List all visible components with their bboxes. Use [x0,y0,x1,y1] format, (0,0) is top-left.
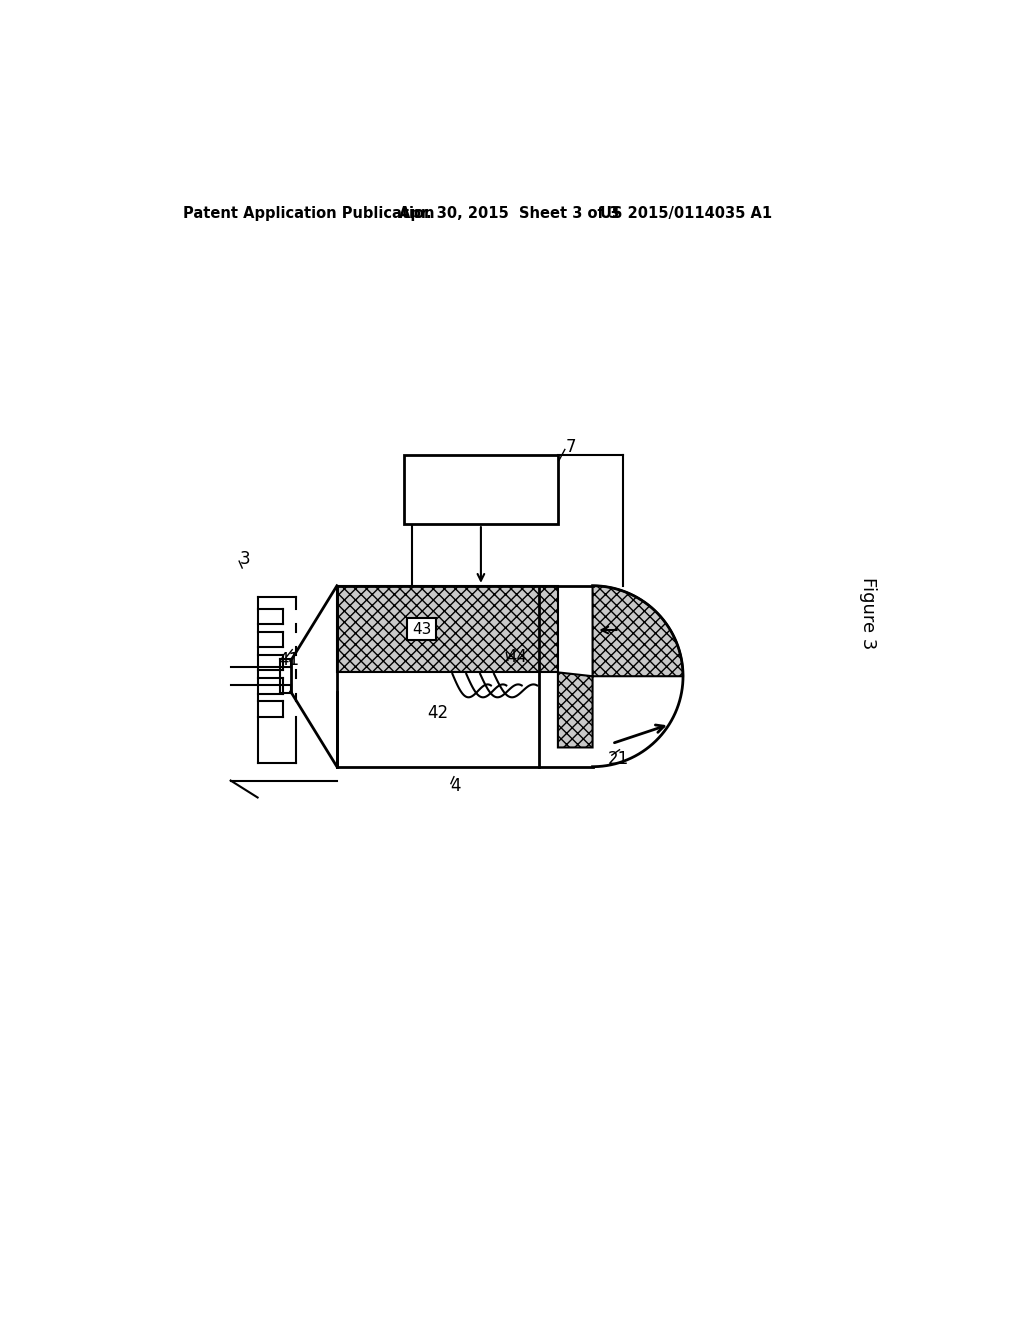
Bar [337,586,558,672]
Text: 43: 43 [412,622,431,636]
Text: Apr. 30, 2015  Sheet 3 of 3: Apr. 30, 2015 Sheet 3 of 3 [398,206,618,222]
Text: 4: 4 [451,777,461,795]
Text: 7: 7 [565,438,577,457]
Text: Figure 3: Figure 3 [859,577,878,649]
Bar [407,618,436,640]
Text: 42: 42 [427,704,449,722]
Text: 44: 44 [506,648,527,667]
Text: 41: 41 [279,652,300,669]
Text: Patent Application Publication: Patent Application Publication [183,206,434,222]
PathPatch shape [558,586,683,747]
Text: 21: 21 [608,750,629,768]
Bar [403,455,558,524]
Text: US 2015/0114035 A1: US 2015/0114035 A1 [600,206,772,222]
Text: 3: 3 [240,550,251,568]
